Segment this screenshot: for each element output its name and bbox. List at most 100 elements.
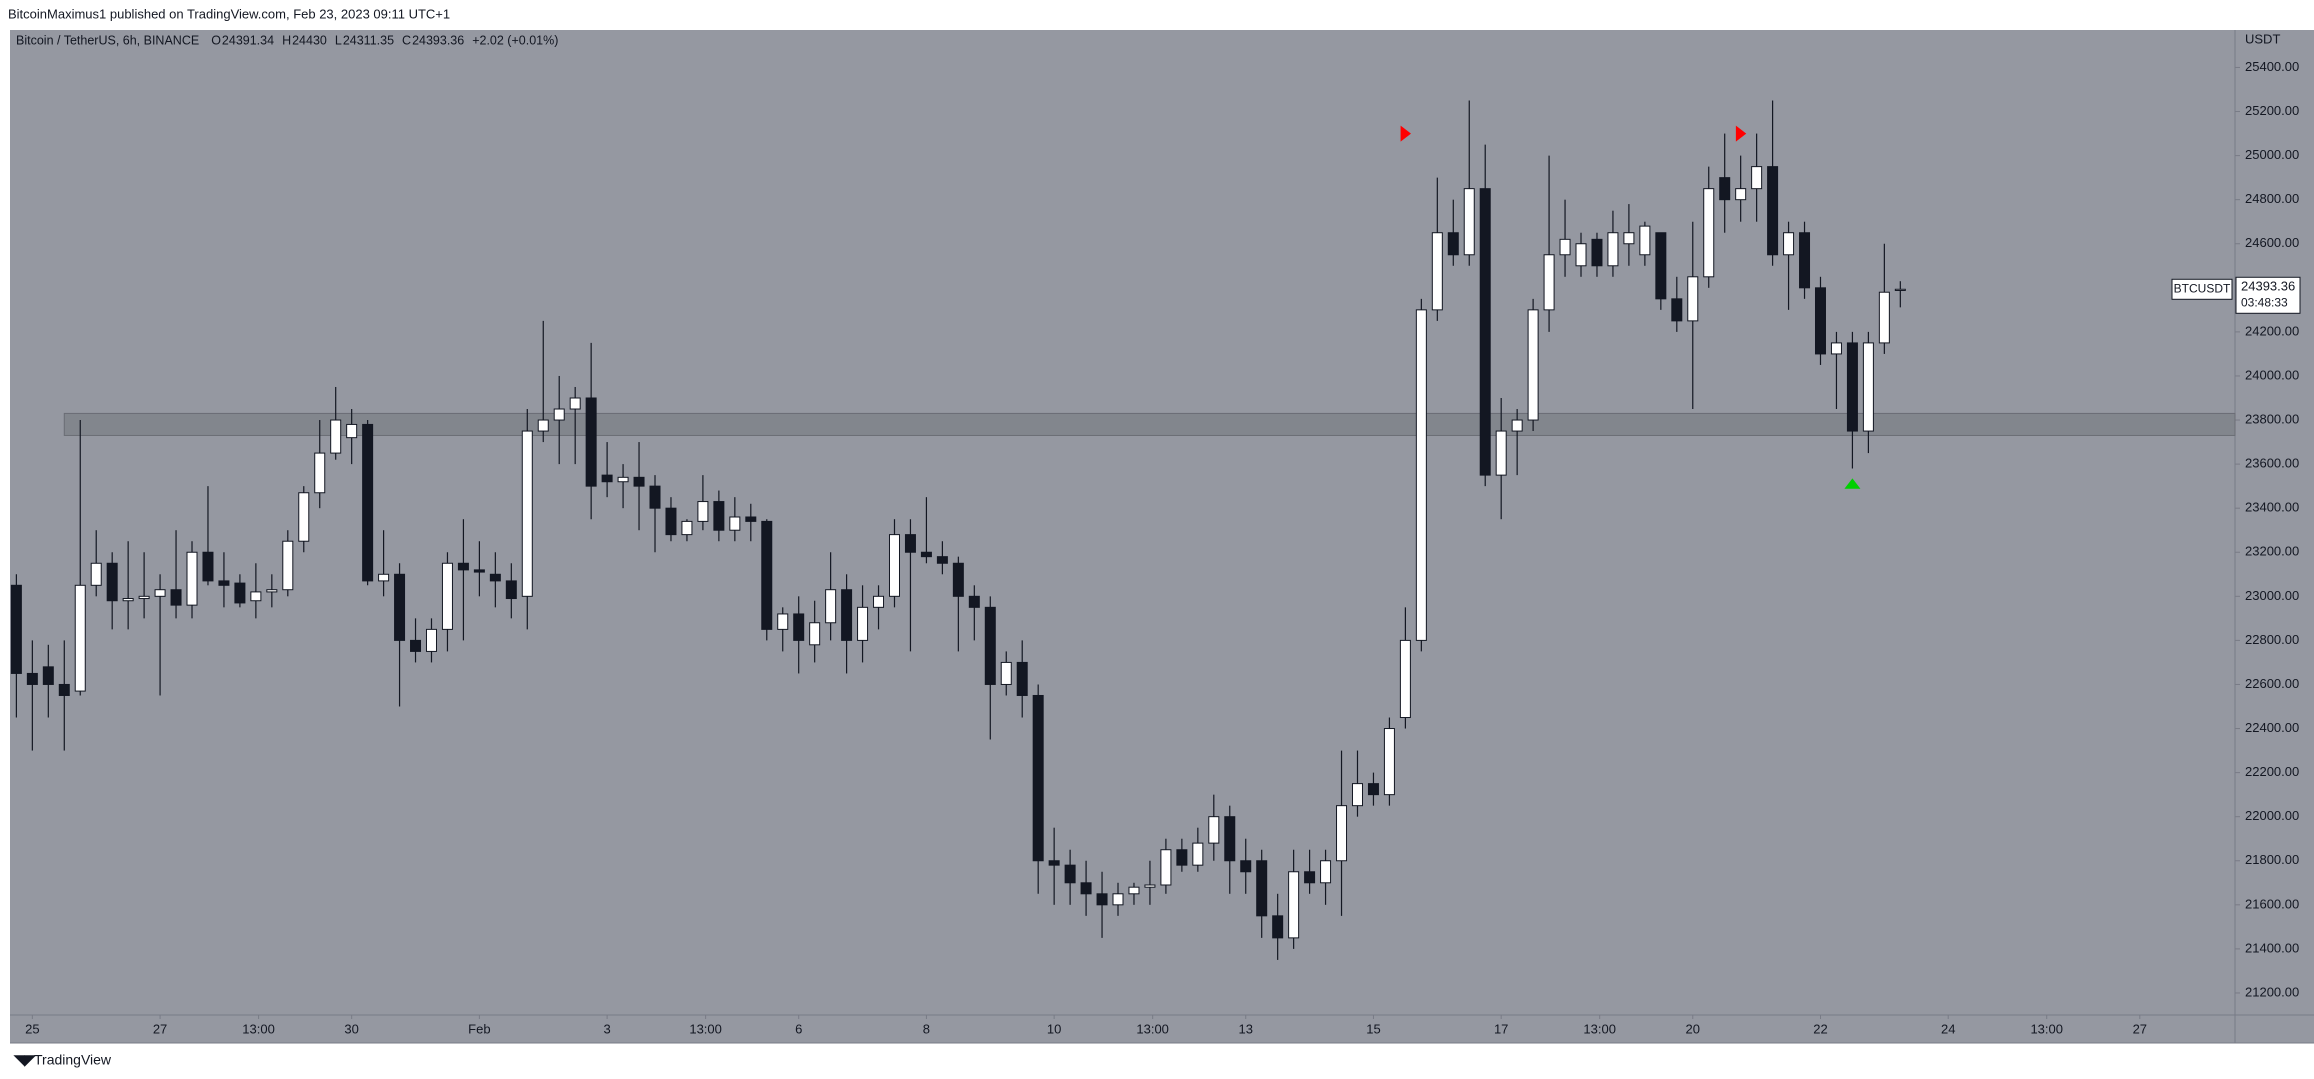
x-tick-label: 22 <box>1813 1021 1827 1036</box>
candle-body <box>1304 871 1316 884</box>
x-tick-label: 15 <box>1366 1021 1380 1036</box>
candle-body <box>585 397 597 487</box>
candle-body <box>425 628 437 652</box>
y-tick-label: 22000.00 <box>2245 808 2299 823</box>
x-tick-label: 20 <box>1686 1021 1700 1036</box>
signal-marker <box>1735 125 1747 142</box>
candle-body <box>1240 860 1252 873</box>
y-tick-label: 22400.00 <box>2245 720 2299 735</box>
candle-body <box>1320 860 1332 884</box>
candle-body <box>809 622 821 646</box>
candle-body <box>1894 288 1906 291</box>
publisher-line: BitcoinMaximus1 published on TradingView… <box>8 6 450 21</box>
candle-body <box>218 580 230 586</box>
candle-body <box>1208 816 1220 844</box>
y-tick-label: 24600.00 <box>2245 235 2299 250</box>
candle-body <box>1016 661 1028 696</box>
x-tick-label: 3 <box>603 1021 610 1036</box>
y-tick-label: 22200.00 <box>2245 764 2299 779</box>
y-tick-label: 24000.00 <box>2245 367 2299 382</box>
ohlc-label: C <box>402 33 411 47</box>
candle-body <box>968 595 980 608</box>
candle-body <box>633 476 645 487</box>
candle-body <box>1623 232 1635 245</box>
candle-body <box>1639 225 1651 256</box>
candle-body <box>1064 864 1076 884</box>
candle-body <box>888 534 900 597</box>
symbol-title: Bitcoin / TetherUS, 6h, BINANCE <box>16 33 199 47</box>
candle-body <box>1495 430 1507 476</box>
candle-body <box>266 589 278 593</box>
ohlc-value: 24430 <box>292 33 327 47</box>
ohlc-label: O <box>211 33 221 47</box>
candle-body <box>154 589 166 597</box>
candle-body <box>26 672 38 685</box>
candle-body <box>553 408 565 421</box>
candle-body <box>1160 849 1172 886</box>
y-tick-label: 25400.00 <box>2245 59 2299 74</box>
candle-body <box>42 666 54 685</box>
y-tick-label: 22600.00 <box>2245 676 2299 691</box>
candle-body <box>1846 342 1858 432</box>
y-tick-label: 25200.00 <box>2245 103 2299 118</box>
candle-body <box>1607 232 1619 267</box>
candle-body <box>378 573 390 582</box>
candle-body <box>1032 694 1044 862</box>
x-tick-label: 27 <box>153 1021 167 1036</box>
candle-body <box>1591 238 1603 267</box>
ohlc-label: L <box>335 33 342 47</box>
candle-body <box>873 595 885 608</box>
candle-body <box>1272 915 1284 939</box>
candle-body <box>473 569 485 573</box>
y-tick-label: 21800.00 <box>2245 852 2299 867</box>
candle-body <box>1000 661 1012 685</box>
signal-marker <box>1400 125 1411 142</box>
candle-body <box>106 562 118 602</box>
candle-body <box>1463 188 1475 256</box>
candle-body <box>90 562 102 586</box>
x-tick-label: 27 <box>2133 1021 2147 1036</box>
candle-body <box>186 551 198 606</box>
y-tick-label: 23000.00 <box>2245 588 2299 603</box>
candle-body <box>1288 871 1300 939</box>
candle-body <box>1447 232 1459 256</box>
y-tick-label: 23400.00 <box>2245 500 2299 515</box>
candle-body <box>777 613 789 630</box>
candle-body <box>1399 639 1411 719</box>
candle-body <box>1830 342 1842 355</box>
candle-body <box>122 598 134 602</box>
candle-body <box>1336 805 1348 862</box>
support-zone <box>63 412 2236 436</box>
x-tick-label: 13 <box>1238 1021 1252 1036</box>
candle-body <box>761 520 773 630</box>
price-tag <box>2235 276 2301 314</box>
y-tick-label: 21400.00 <box>2245 940 2299 955</box>
candle-body <box>904 534 916 553</box>
change: +2.02 (+0.01%) <box>472 33 558 47</box>
candle-body <box>936 556 948 564</box>
candle-body <box>617 476 629 483</box>
candle-body <box>1799 232 1811 289</box>
candle-body <box>1543 254 1555 311</box>
x-tick-label: 25 <box>25 1021 39 1036</box>
candle-body <box>1479 188 1491 476</box>
candle-body <box>1671 298 1683 322</box>
candle-body <box>1351 783 1363 807</box>
y-unit: USDT <box>2245 31 2280 46</box>
candle-body <box>1112 893 1124 906</box>
candle-body <box>10 584 22 674</box>
candle-body <box>1655 232 1667 300</box>
candle-body <box>1144 884 1156 888</box>
x-tick-label: 17 <box>1494 1021 1508 1036</box>
candle-body <box>1415 309 1427 641</box>
candle-body <box>298 492 310 542</box>
y-tick-label: 22800.00 <box>2245 632 2299 647</box>
candle-body <box>841 589 853 641</box>
candle-body <box>1511 419 1523 432</box>
candle-body <box>1687 276 1699 322</box>
chart-background <box>10 30 2314 1043</box>
y-tick-label: 24800.00 <box>2245 191 2299 206</box>
candle-body <box>346 423 358 439</box>
x-tick-label: 6 <box>795 1021 802 1036</box>
candle-body <box>1128 886 1140 895</box>
